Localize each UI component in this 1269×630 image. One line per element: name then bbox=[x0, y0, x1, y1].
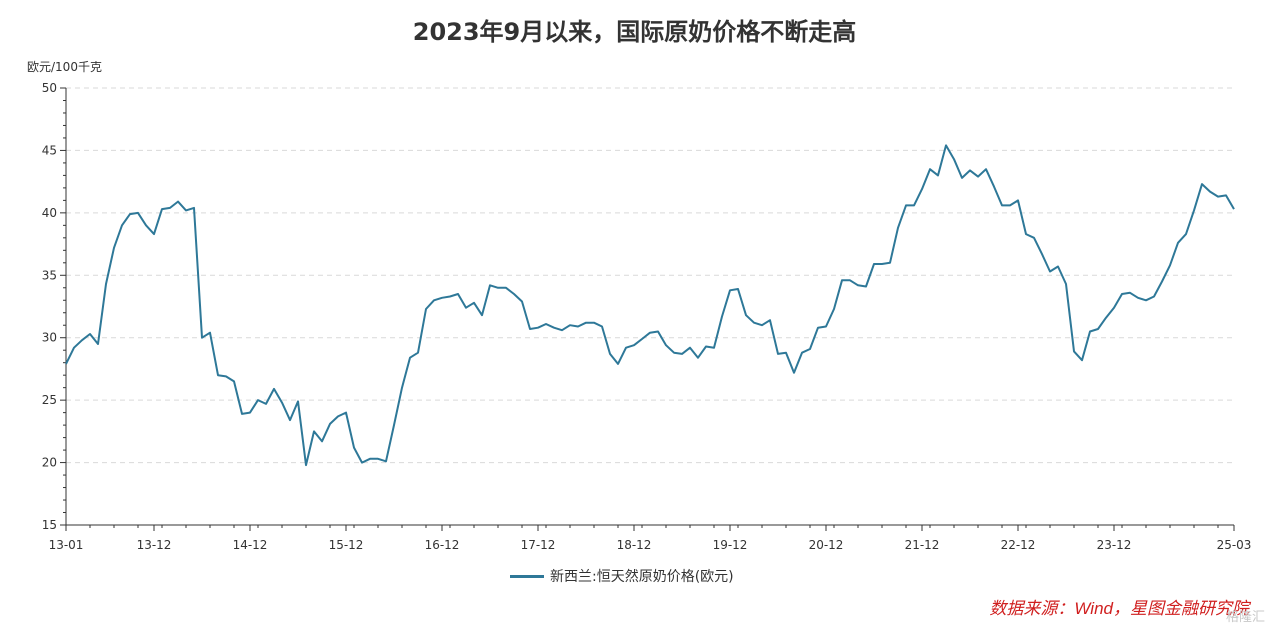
series-line bbox=[65, 144, 1235, 467]
y-tick-label: 30 bbox=[42, 331, 57, 345]
legend-swatch bbox=[510, 574, 544, 578]
y-tick-label: 35 bbox=[42, 268, 57, 282]
data-source-note: 数据来源：Wind，星图金融研究院 bbox=[989, 599, 1249, 618]
x-tick-label: 15-12 bbox=[329, 538, 364, 552]
x-tick-label: 16-12 bbox=[425, 538, 460, 552]
chart-title: 2023年9月以来，国际原奶价格不断走高 bbox=[412, 18, 857, 46]
x-tick-label: 14-12 bbox=[233, 538, 268, 552]
x-tick-label: 25-03 bbox=[1217, 538, 1252, 552]
x-tick-label: 22-12 bbox=[1001, 538, 1036, 552]
y-tick-label: 25 bbox=[42, 393, 57, 407]
y-tick-label: 20 bbox=[42, 456, 57, 470]
y-tick-label: 40 bbox=[42, 206, 57, 220]
x-tick-label: 13-12 bbox=[137, 538, 172, 552]
x-tick-label: 21-12 bbox=[905, 538, 940, 552]
legend-label: 新西兰:恒天然原奶价格(欧元) bbox=[550, 569, 734, 585]
x-tick-label: 20-12 bbox=[809, 538, 844, 552]
x-tick-label: 13-01 bbox=[49, 538, 84, 552]
watermark-logo: 格隆汇 bbox=[1225, 610, 1265, 625]
y-tick-label: 50 bbox=[42, 81, 57, 95]
x-tick-label: 17-12 bbox=[521, 538, 556, 552]
x-tick-label: 19-12 bbox=[713, 538, 748, 552]
x-tick-label: 23-12 bbox=[1097, 538, 1132, 552]
y-axis-unit-label: 欧元/100千克 bbox=[27, 60, 102, 74]
legend: 新西兰:恒天然原奶价格(欧元) bbox=[510, 566, 734, 586]
y-tick-label: 45 bbox=[42, 143, 57, 157]
x-tick-label: 18-12 bbox=[617, 538, 652, 552]
y-tick-label: 15 bbox=[42, 518, 57, 532]
